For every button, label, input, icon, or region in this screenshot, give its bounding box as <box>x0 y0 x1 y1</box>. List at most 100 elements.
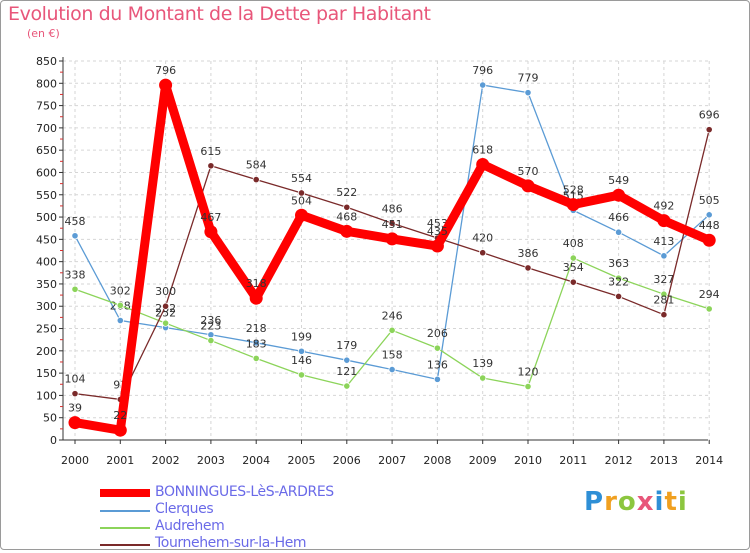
x-tick-label: 2004 <box>242 454 270 467</box>
logo-letter: r <box>604 487 618 517</box>
y-tick-label: 800 <box>36 77 57 90</box>
series-audrehem: 3383022622231831461212462061391204083633… <box>65 237 720 391</box>
data-label: 158 <box>382 349 403 362</box>
x-tick-label: 2001 <box>106 454 134 467</box>
y-tick-label: 350 <box>36 278 57 291</box>
y-tick-label: 50 <box>43 412 57 425</box>
data-label: 618 <box>472 143 493 156</box>
data-point <box>116 301 124 309</box>
data-label: 322 <box>608 275 629 288</box>
data-point <box>430 239 444 253</box>
data-point <box>162 319 170 327</box>
chart-title: Evolution du Montant de la Dette par Hab… <box>8 3 431 25</box>
data-point <box>705 126 713 134</box>
data-label: 528 <box>563 184 584 197</box>
data-point <box>343 382 351 390</box>
data-point <box>614 292 623 301</box>
x-tick-label: 2003 <box>197 454 225 467</box>
y-tick-label: 450 <box>36 233 57 246</box>
data-point <box>479 374 487 382</box>
data-label: 223 <box>200 320 221 333</box>
y-tick-label: 400 <box>36 256 57 269</box>
data-label: 386 <box>518 247 539 260</box>
x-tick-label: 2007 <box>378 454 406 467</box>
logo-letter: i <box>654 487 665 517</box>
data-point <box>249 291 263 305</box>
logo-letter: o <box>617 487 637 517</box>
data-label: 492 <box>653 200 674 213</box>
data-label: 22 <box>113 409 127 422</box>
data-point <box>252 354 260 363</box>
data-label: 120 <box>518 365 539 378</box>
data-label: 435 <box>427 225 448 238</box>
data-point <box>479 249 487 257</box>
data-point <box>660 311 668 319</box>
data-point <box>702 233 716 247</box>
data-point <box>524 264 532 272</box>
data-point <box>388 365 396 374</box>
y-tick-label: 150 <box>36 367 57 380</box>
y-tick-label: 600 <box>36 166 57 179</box>
data-point <box>207 162 215 170</box>
y-tick-label: 550 <box>36 189 57 202</box>
logo-letter: P <box>584 487 605 517</box>
data-point <box>612 188 626 202</box>
y-tick-label: 750 <box>36 100 57 113</box>
data-point <box>252 339 260 347</box>
data-point <box>614 228 623 236</box>
legend-label: Clerques <box>155 501 214 517</box>
data-point <box>614 274 623 282</box>
series-clerques: 4582682522362181991791581367967795154664… <box>65 64 720 383</box>
series-tournehem-sur-la-hem: 104 9130061558455452248645342038635432228… <box>65 109 720 404</box>
data-point <box>343 203 351 211</box>
data-point <box>479 81 487 89</box>
y-tick-label: 200 <box>36 345 57 358</box>
series-bonningues-l-s-ardres: 39 22 796 467 318 504 468 451 435 618 570 528 549 492… <box>68 64 720 437</box>
data-label: 453 <box>427 217 448 230</box>
data-label: 246 <box>382 309 403 322</box>
data-point <box>569 278 577 286</box>
data-label: 466 <box>608 211 629 224</box>
data-point <box>68 416 82 430</box>
data-label: 206 <box>427 327 448 340</box>
data-label: 549 <box>608 174 629 187</box>
data-label: 779 <box>518 72 539 85</box>
data-label: 121 <box>336 365 357 378</box>
data-point <box>71 232 79 240</box>
y-ticks: 0 50 100 150 200 250 300 350 400 450 500 550 600 650 7… <box>36 55 63 447</box>
y-tick-label: 850 <box>36 55 57 68</box>
data-label: 554 <box>291 172 312 185</box>
data-label: 199 <box>291 330 312 343</box>
y-tick-label: 500 <box>36 211 57 224</box>
data-label: 136 <box>427 358 448 371</box>
data-point <box>476 157 490 171</box>
data-label: 281 <box>653 294 674 307</box>
data-point <box>524 382 532 391</box>
x-tick-label: 2013 <box>650 454 678 467</box>
legend-label: BONNINGUES-LèS-ARDRES <box>155 484 334 500</box>
x-tick-label: 2008 <box>423 454 451 467</box>
data-label: 468 <box>336 210 357 223</box>
data-label: 338 <box>65 268 86 281</box>
data-label: 570 <box>518 165 539 178</box>
data-label: 448 <box>699 219 720 232</box>
x-tick-label: 2011 <box>559 454 587 467</box>
legend-label: Tournehem-sur-la-Hem <box>155 535 307 551</box>
data-label: 179 <box>336 339 357 352</box>
x-tick-label: 2002 <box>152 454 180 467</box>
data-point <box>162 302 170 310</box>
data-point <box>295 208 308 222</box>
data-label: 458 <box>65 215 86 228</box>
chart-unit: (en €) <box>27 27 60 40</box>
data-label: 302 <box>110 284 131 297</box>
y-tick-label: 0 <box>50 434 57 447</box>
data-point <box>433 375 441 383</box>
data-point <box>388 326 396 334</box>
legend-label: Audrehem <box>155 518 225 534</box>
data-label: 615 <box>200 145 221 158</box>
data-label: 354 <box>563 261 584 274</box>
data-point <box>569 254 577 262</box>
